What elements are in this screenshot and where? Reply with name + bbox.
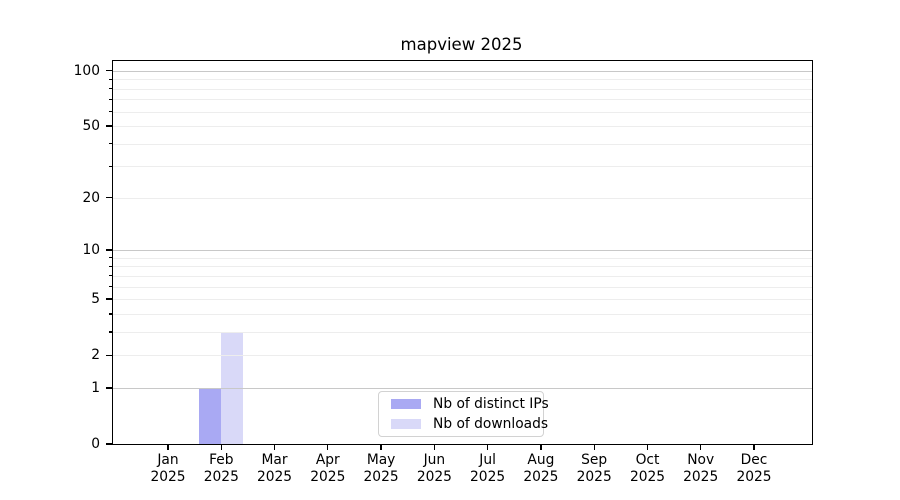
y-axis-minor-tick: [108, 275, 112, 277]
y-gridline: [113, 197, 812, 199]
y-axis-minor-tick: [108, 313, 112, 315]
y-axis-label: 50: [82, 118, 100, 134]
y-gridline: [113, 111, 812, 113]
x-axis-label: Mar 2025: [256, 452, 293, 485]
x-axis-tick: [593, 444, 595, 450]
x-axis-tick: [646, 444, 649, 450]
x-axis-label: Dec 2025: [736, 452, 772, 485]
x-axis-tick: [700, 444, 702, 450]
x-axis-label: Jun 2025: [416, 452, 452, 485]
y-axis-tick: [106, 443, 112, 445]
legend-label: Nb of downloads: [433, 415, 549, 432]
y-axis-minor-tick: [108, 78, 112, 80]
y-axis-label: 1: [91, 379, 100, 396]
y-axis-minor-tick: [108, 331, 112, 333]
x-axis-label: Oct 2025: [629, 452, 666, 485]
legend-entry: Nb of distinct IPs: [379, 396, 549, 413]
x-axis-tick: [220, 444, 222, 450]
y-gridline: [113, 79, 812, 81]
legend-swatch-icon: [391, 399, 421, 410]
x-axis-label: Aug 2025: [523, 452, 559, 485]
legend: Nb of distinct IPs Nb of downloads: [378, 391, 549, 437]
x-axis-tick: [327, 444, 329, 450]
y-axis-minor-tick: [108, 165, 112, 167]
y-gridline: [113, 250, 812, 252]
y-axis-minor-tick: [108, 87, 112, 90]
x-axis-tick: [540, 444, 542, 450]
y-axis-tick: [106, 354, 112, 356]
x-axis-label: Sep 2025: [576, 452, 612, 485]
y-axis-minor-tick: [108, 257, 112, 259]
x-axis-label: Feb 2025: [203, 452, 239, 485]
y-gridline: [113, 166, 812, 168]
y-gridline: [113, 313, 812, 315]
plot-area: 0 1 2 5 10 20 50 100 Jan 2025 Feb 2025 Mar 2025 Apr 202…: [74, 60, 813, 485]
y-axis-tick: [106, 298, 112, 300]
y-axis-minor-tick: [108, 285, 112, 288]
y-axis-tick: [106, 387, 112, 389]
y-gridline: [113, 355, 812, 357]
legend-swatch-icon: [391, 418, 421, 429]
y-axis-tick: [106, 125, 112, 127]
x-axis-label: Nov 2025: [683, 452, 719, 485]
chart-title: mapview 2025: [400, 35, 523, 54]
y-gridline: [113, 70, 812, 72]
y-gridline: [113, 257, 812, 259]
y-axis-label: 2: [91, 347, 100, 364]
y-gridline: [113, 126, 812, 127]
y-axis-minor-tick: [108, 265, 112, 267]
y-axis-minor-tick: [108, 110, 112, 113]
y-axis-tick: [106, 70, 112, 72]
bar-nb-of-distinct-ips: [199, 387, 222, 444]
x-axis-tick: [486, 444, 489, 450]
x-axis-tick: [433, 444, 436, 450]
x-axis-label: Jul 2025: [470, 452, 506, 485]
x-axis-label: May 2025: [363, 452, 399, 485]
y-gridline: [113, 299, 812, 301]
y-axis-label: 0: [91, 436, 100, 452]
y-axis-minor-tick: [108, 98, 112, 100]
x-axis-label: Jan 2025: [150, 452, 186, 485]
y-axis-label: 100: [73, 62, 100, 79]
y-gridline: [113, 286, 812, 288]
legend-label: Nb of distinct IPs: [433, 396, 549, 413]
y-gridline: [113, 143, 812, 145]
legend-entry: Nb of downloads: [379, 416, 548, 433]
y-gridline: [113, 387, 812, 389]
y-gridline: [113, 275, 812, 277]
x-axis-tick: [753, 444, 755, 450]
y-axis-label: 10: [82, 242, 100, 259]
y-gridline: [113, 266, 812, 268]
y-axis-label: 20: [82, 189, 100, 206]
x-axis-tick: [167, 444, 169, 450]
y-gridline: [113, 99, 812, 101]
y-gridline: [113, 88, 812, 90]
y-axis-tick: [106, 249, 112, 251]
x-axis-tick: [273, 444, 276, 450]
y-axis-label: 5: [91, 291, 100, 308]
x-axis-label: Apr 2025: [310, 452, 346, 485]
y-axis-tick: [106, 197, 112, 199]
y-gridline: [113, 331, 812, 333]
x-axis-tick: [380, 444, 382, 450]
y-axis-minor-tick: [108, 143, 112, 145]
